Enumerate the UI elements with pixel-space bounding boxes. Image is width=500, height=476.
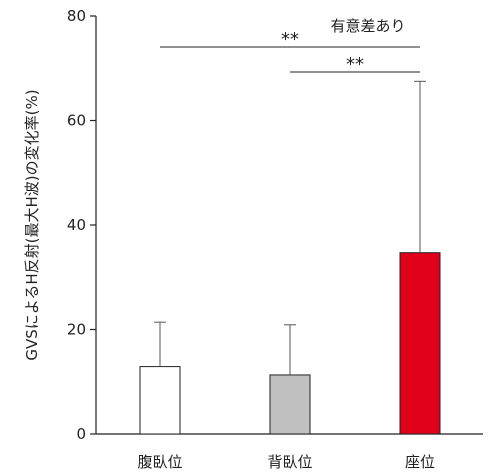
x-tick-label: 背臥位 [267, 453, 312, 471]
x-tick-label: 腹臥位 [137, 453, 182, 471]
significance-annotation: 有意差あり [330, 17, 405, 35]
y-tick-label: 60 [67, 112, 86, 130]
error-bar [414, 80, 426, 253]
y-tick-label: 80 [67, 7, 86, 25]
bars [139, 252, 441, 435]
y-tick-label: 40 [67, 216, 86, 234]
y-axis-label: GVSによるH反射(最大H波)の変化率(%) [23, 89, 41, 360]
error-bar [284, 324, 296, 375]
x-tick-labels: 腹臥位 背臥位 座位 [137, 453, 435, 471]
bar [399, 252, 441, 435]
y-tick-label: 20 [67, 321, 86, 339]
error-bar [154, 321, 166, 367]
bar [139, 366, 181, 435]
significance-label: ** [346, 54, 364, 75]
significance-brackets: ** ** [160, 29, 420, 75]
y-ticks: 0 20 40 60 80 [67, 7, 96, 443]
y-tick-label: 0 [76, 425, 86, 443]
bar [269, 374, 311, 435]
error-bars [154, 80, 426, 375]
significance-label: ** [281, 29, 299, 50]
x-tick-label: 座位 [405, 453, 435, 471]
